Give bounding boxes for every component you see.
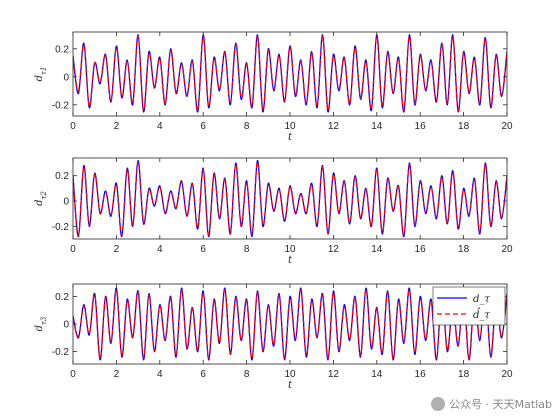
- x-tick-label: 0: [70, 121, 76, 132]
- x-tick-label: 18: [458, 121, 470, 132]
- y-tick-label: -0.2: [52, 100, 70, 111]
- y-axis-label: dτ2: [34, 191, 48, 206]
- y-tick-label: -0.2: [52, 222, 70, 233]
- x-axis-label: t: [288, 132, 293, 143]
- x-tick-label: 4: [157, 369, 163, 380]
- x-tick-label: 2: [114, 369, 120, 380]
- y-tick-label: -0.2: [52, 347, 70, 358]
- x-tick-label: 0: [70, 369, 76, 380]
- x-tick-label: 10: [284, 369, 296, 380]
- x-tick-label: 2: [114, 121, 120, 132]
- x-tick-label: 14: [371, 121, 383, 132]
- x-tick-label: 10: [284, 121, 296, 132]
- series-line-d-tau: [73, 159, 507, 238]
- wechat-icon: [431, 397, 446, 411]
- y-tick-label: 0.2: [55, 292, 69, 303]
- axes-box: [72, 157, 508, 240]
- watermark-text: 公众号 · 天天Matlab: [449, 398, 552, 411]
- series-line-d-tau-hat: [73, 288, 507, 360]
- x-tick-label: 6: [200, 244, 206, 255]
- x-tick-label: 4: [157, 121, 163, 132]
- y-tick-label: 0.2: [55, 44, 69, 55]
- x-tick-label: 18: [458, 244, 470, 255]
- x-tick-label: 14: [371, 244, 383, 255]
- legend-label: d_τ: [473, 294, 490, 305]
- series-line-d-tau-hat: [73, 35, 507, 112]
- x-tick-label: 8: [244, 244, 250, 255]
- y-axis-label: dτ3: [34, 316, 48, 331]
- x-tick-label: 6: [200, 121, 206, 132]
- watermark: 公众号 · 天天Matlab: [431, 396, 552, 412]
- x-tick-label: 20: [501, 244, 513, 255]
- x-tick-label: 16: [415, 121, 427, 132]
- x-axis-label: t: [288, 380, 293, 391]
- x-tick-label: 16: [415, 244, 427, 255]
- x-axis-label: t: [288, 255, 293, 266]
- x-tick-label: 4: [157, 244, 163, 255]
- x-tick-label: 0: [70, 244, 76, 255]
- x-tick-label: 10: [284, 244, 296, 255]
- x-tick-label: 2: [114, 244, 120, 255]
- legend-box: [432, 286, 506, 326]
- y-tick-label: 0: [63, 320, 69, 331]
- y-tick-label: 0: [63, 72, 69, 83]
- x-tick-label: 8: [244, 121, 250, 132]
- x-tick-label: 8: [244, 369, 250, 380]
- x-tick-label: 20: [501, 369, 513, 380]
- x-tick-label: 20: [501, 121, 513, 132]
- x-tick-label: 12: [328, 121, 340, 132]
- y-tick-label: 0: [63, 197, 69, 208]
- legend: d_τ d̂_τ: [432, 286, 506, 326]
- x-tick-label: 6: [200, 369, 206, 380]
- x-tick-label: 12: [328, 244, 340, 255]
- series-line-d-tau-hat: [73, 161, 507, 236]
- legend-label: d̂_τ: [473, 308, 490, 321]
- x-tick-label: 14: [371, 369, 383, 380]
- x-tick-label: 18: [458, 369, 470, 380]
- x-tick-label: 12: [328, 369, 340, 380]
- y-tick-label: 0.2: [55, 171, 69, 182]
- x-tick-label: 16: [415, 369, 427, 380]
- y-axis-label: dτ1: [34, 67, 48, 82]
